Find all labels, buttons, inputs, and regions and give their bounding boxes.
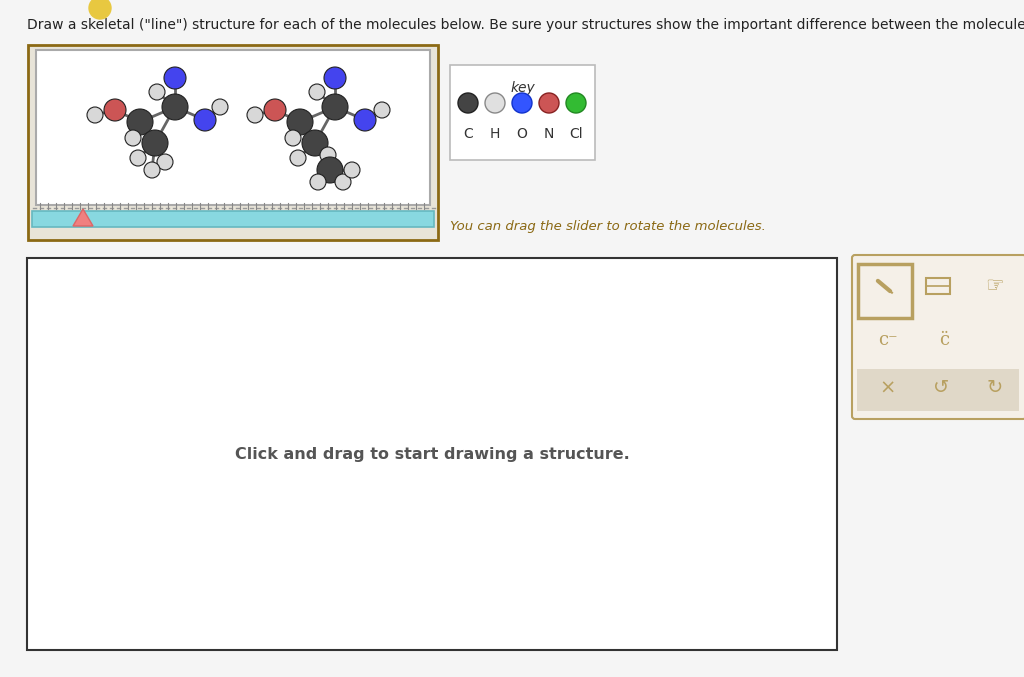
Circle shape: [290, 150, 306, 166]
Circle shape: [324, 67, 346, 89]
Circle shape: [512, 93, 532, 113]
Circle shape: [566, 93, 586, 113]
Circle shape: [104, 99, 126, 121]
Circle shape: [130, 150, 146, 166]
Circle shape: [319, 147, 336, 163]
Polygon shape: [73, 209, 93, 226]
Circle shape: [539, 93, 559, 113]
Text: ↻: ↻: [987, 378, 1004, 397]
FancyBboxPatch shape: [28, 45, 438, 240]
FancyBboxPatch shape: [36, 50, 430, 205]
Circle shape: [157, 154, 173, 170]
Circle shape: [162, 94, 188, 120]
Text: N: N: [544, 127, 554, 141]
Circle shape: [287, 109, 313, 135]
Circle shape: [87, 107, 103, 123]
Circle shape: [150, 84, 165, 100]
FancyBboxPatch shape: [32, 211, 434, 227]
FancyBboxPatch shape: [852, 255, 1024, 419]
Circle shape: [285, 130, 301, 146]
Circle shape: [458, 93, 478, 113]
Circle shape: [309, 84, 325, 100]
Text: Click and drag to start drawing a structure.: Click and drag to start drawing a struct…: [234, 447, 630, 462]
Text: Cl: Cl: [569, 127, 583, 141]
Circle shape: [335, 174, 351, 190]
Circle shape: [247, 107, 263, 123]
Text: You can drag the slider to rotate the molecules.: You can drag the slider to rotate the mo…: [450, 220, 766, 233]
FancyBboxPatch shape: [857, 369, 1019, 411]
Circle shape: [144, 162, 160, 178]
FancyBboxPatch shape: [450, 65, 595, 160]
Text: C: C: [463, 127, 473, 141]
Text: O: O: [516, 127, 527, 141]
Text: H: H: [489, 127, 500, 141]
Text: Draw a skeletal ("line") structure for each of the molecules below. Be sure your: Draw a skeletal ("line") structure for e…: [27, 18, 1024, 32]
Circle shape: [194, 109, 216, 131]
Circle shape: [374, 102, 390, 118]
Circle shape: [264, 99, 286, 121]
Circle shape: [212, 99, 228, 115]
Circle shape: [89, 0, 111, 19]
Circle shape: [322, 94, 348, 120]
Circle shape: [302, 130, 328, 156]
FancyBboxPatch shape: [27, 258, 837, 650]
Text: key: key: [510, 81, 535, 95]
Text: ↺: ↺: [933, 378, 949, 397]
FancyBboxPatch shape: [858, 264, 912, 318]
Circle shape: [354, 109, 376, 131]
Text: ×: ×: [880, 378, 896, 397]
Circle shape: [310, 174, 326, 190]
Circle shape: [142, 130, 168, 156]
Circle shape: [344, 162, 360, 178]
Circle shape: [125, 130, 141, 146]
Circle shape: [485, 93, 505, 113]
Text: ☞: ☞: [986, 276, 1005, 296]
Circle shape: [127, 109, 153, 135]
Text: c̈: c̈: [939, 331, 949, 349]
Circle shape: [164, 67, 186, 89]
Text: c⁻: c⁻: [879, 331, 898, 349]
Circle shape: [317, 157, 343, 183]
